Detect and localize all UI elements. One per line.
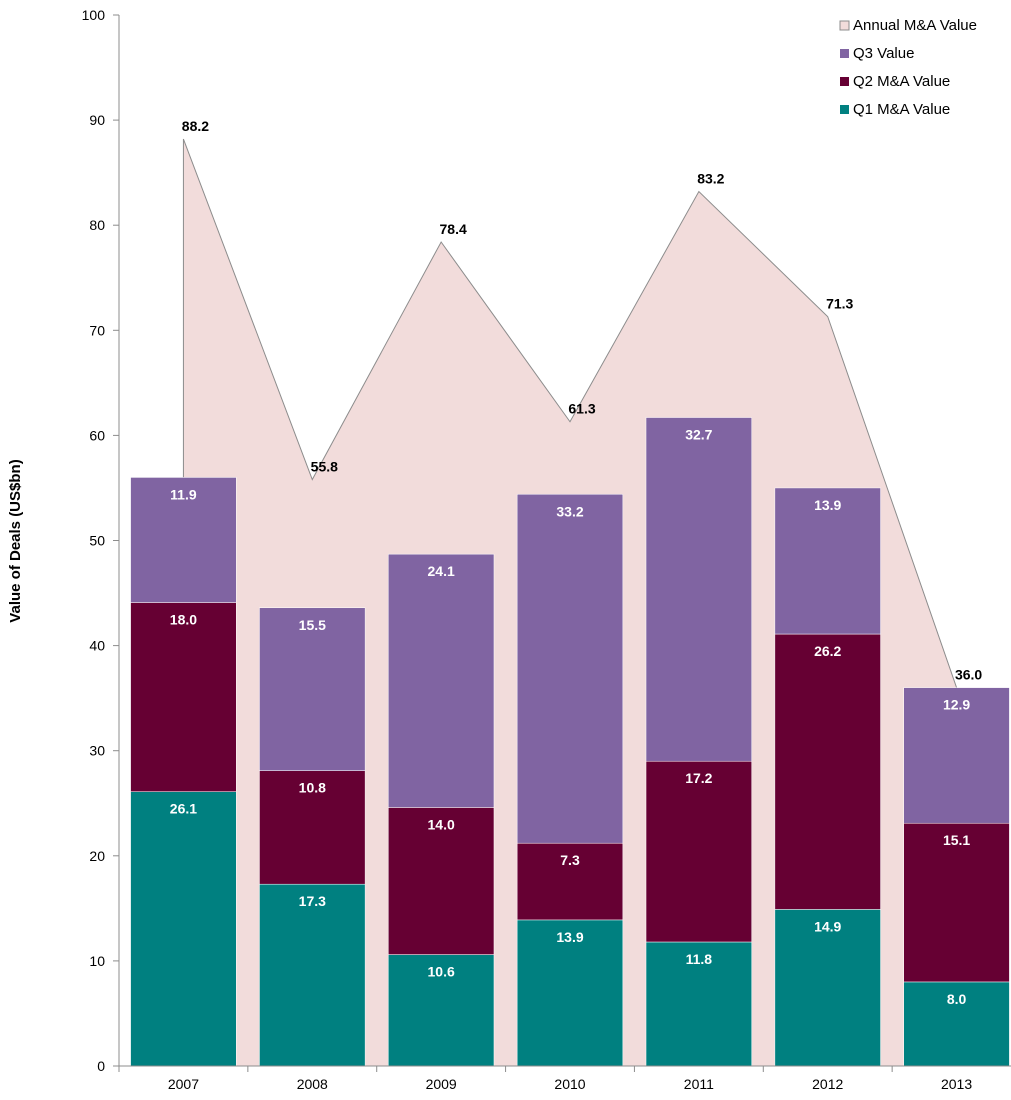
bar-segment [645,941,752,1067]
y-tick-label: 0 [97,1058,105,1074]
bar-segment [388,553,495,808]
legend-swatch [840,77,849,86]
bar-layer [130,417,1010,1067]
bar-segment [903,822,1010,983]
bar-data-label: 11.8 [686,951,713,967]
bar-data-label: 33.2 [556,503,583,519]
bar-data-label: 14.9 [814,918,841,934]
bar-data-label: 8.0 [947,991,967,1007]
bar-segment [903,981,1010,1067]
bar-segment [645,417,752,762]
x-tick-label: 2012 [812,1076,843,1092]
y-tick-label: 100 [82,7,106,23]
annual-area-line [182,138,958,1066]
legend-entry: Q1 M&A Value [853,101,950,118]
bar-segment [645,760,752,943]
bar-segment [516,919,624,1067]
y-tick-label: 50 [89,533,105,549]
label-layer: 26.1 17.3 10.6 13.9 11.8 14.9 8.0 18.0 10.8 14.0 7… [170,118,983,1007]
legend: Annual M&A Value Q3 Value Q2 M&A Value Q1 M… [839,17,977,118]
annual-data-label: 71.3 [826,296,853,312]
legend-entry: Q3 Value [853,45,914,62]
bar-segment [903,687,1010,824]
bar-segment [259,607,366,771]
y-tick-label: 90 [89,112,105,128]
bar-segment [516,842,624,921]
x-tick-label: 2011 [684,1076,714,1092]
x-tick-label: 2010 [554,1076,585,1092]
bar-segment [774,633,881,910]
annual-data-label: 36.0 [955,667,982,683]
y-tick-label: 80 [89,217,105,233]
bar-data-label: 17.2 [685,770,712,786]
annual-data-label: 83.2 [697,171,724,187]
annual-data-label: 88.2 [182,118,209,134]
bar-data-label: 18.0 [170,612,197,628]
bar-data-label: 26.2 [814,643,841,659]
bar-data-label: 17.3 [299,893,326,909]
legend-entry: Annual M&A Value [853,17,977,34]
y-tick-label: 30 [89,743,105,759]
annual-data-label: 61.3 [568,401,595,417]
bar-data-label: 10.8 [299,780,326,796]
y-axis-label: Value of Deals (US$bn) [7,459,24,622]
bar-data-label: 26.1 [170,801,197,817]
legend-swatch [840,105,849,114]
y-tick-label: 40 [89,638,105,654]
bar-data-label: 12.9 [943,697,970,713]
bar-segment [130,602,237,792]
bar-data-label: 14.0 [428,816,455,832]
annual-data-label: 78.4 [440,221,467,237]
bar-data-label: 11.9 [170,486,197,502]
bar-data-label: 32.7 [685,427,712,443]
bar-data-label: 13.9 [556,929,583,945]
x-tick-label: 2013 [941,1076,972,1092]
bar-data-label: 7.3 [560,852,580,868]
bar-segment [774,487,881,635]
x-tick-label: 2009 [426,1076,457,1092]
bar-segment [259,883,366,1067]
y-tick-label: 10 [89,953,105,969]
bar-segment [388,807,495,955]
annual-data-label: 55.8 [311,459,338,475]
y-tick-label: 20 [89,848,105,864]
axis-layer: 0 10 20 30 40 50 60 70 80 90 100 2007 2008 2009 2010 20… [82,7,1011,1092]
bar-segment [130,791,237,1067]
bar-data-label: 10.6 [428,964,455,980]
bar-data-label: 15.5 [299,617,326,633]
legend-swatch [839,20,850,31]
x-tick-label: 2008 [297,1076,328,1092]
bar-segment [516,494,624,844]
bar-segment [130,477,237,603]
y-tick-label: 70 [89,322,105,338]
y-tick-label: 60 [89,427,105,443]
bar-segment [259,770,366,885]
x-tick-label: 2007 [168,1076,199,1092]
bar-data-label: 24.1 [428,563,455,579]
bar-data-label: 15.1 [943,832,970,848]
bar-segment [774,909,881,1067]
legend-entry: Q2 M&A Value [853,73,950,90]
bar-data-label: 13.9 [814,497,841,513]
bar-segment [388,954,495,1067]
legend-swatch [840,49,849,58]
